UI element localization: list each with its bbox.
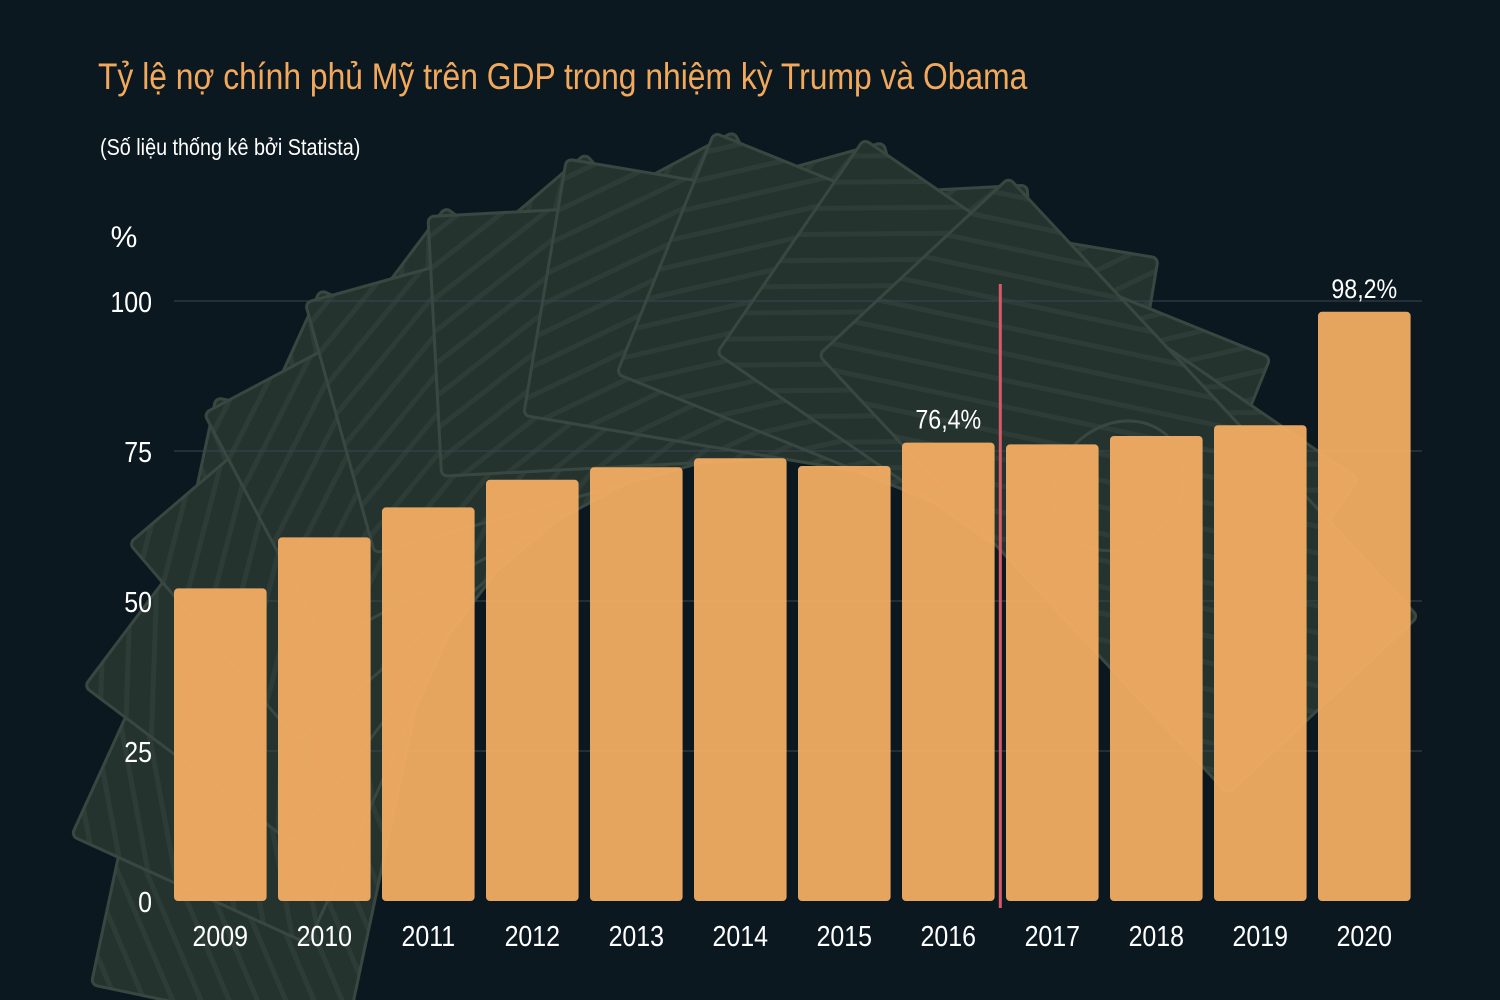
bars [174,311,1411,901]
y-axis-label: % [111,221,138,254]
x-tick-label: 2019 [1233,920,1288,952]
bar-2018 [1110,436,1203,901]
x-tick-label: 2020 [1337,920,1392,952]
x-tick-label: 2014 [713,920,768,952]
bar-2020 [1318,311,1411,901]
data-label: 98,2% [1331,274,1397,304]
y-tick-label: 75 [124,436,152,468]
chart-title: Tỷ lệ nợ chính phủ Mỹ trên GDP trong nhi… [98,56,1028,97]
x-axis-tick-labels: 2009 2010 2011 2012 2013 2014 2015 2016 2017 2018… [193,920,1392,952]
bar-2013 [590,467,683,901]
bar-2014 [694,458,787,901]
x-tick-label: 2013 [609,920,664,952]
x-tick-label: 2009 [193,920,248,952]
x-tick-label: 2012 [505,920,560,952]
bar-2011 [382,507,475,901]
x-tick-label: 2018 [1129,920,1184,952]
bar-2017 [1006,444,1099,901]
data-label: 76,4% [915,405,981,435]
bar-2016 [902,442,995,901]
chart-subtitle: (Số liệu thống kê bởi Statista) [100,134,361,160]
y-tick-label: 0 [138,886,152,918]
bar-2019 [1214,425,1307,901]
x-tick-label: 2010 [297,920,352,952]
y-tick-label: 100 [110,286,152,318]
bar-2010 [278,537,371,901]
bar-2009 [174,588,267,901]
x-tick-label: 2011 [401,920,455,952]
y-tick-label: 25 [124,736,152,768]
x-tick-label: 2015 [817,920,872,952]
y-axis-tick-labels: 0 25 50 75 100 [110,286,152,918]
x-tick-label: 2016 [921,920,976,952]
bar-2015 [798,466,891,901]
data-labels: 76,4% 98,2% [915,274,1397,435]
x-tick-label: 2017 [1025,920,1080,952]
y-tick-label: 50 [124,586,152,618]
bar-2012 [486,479,579,901]
